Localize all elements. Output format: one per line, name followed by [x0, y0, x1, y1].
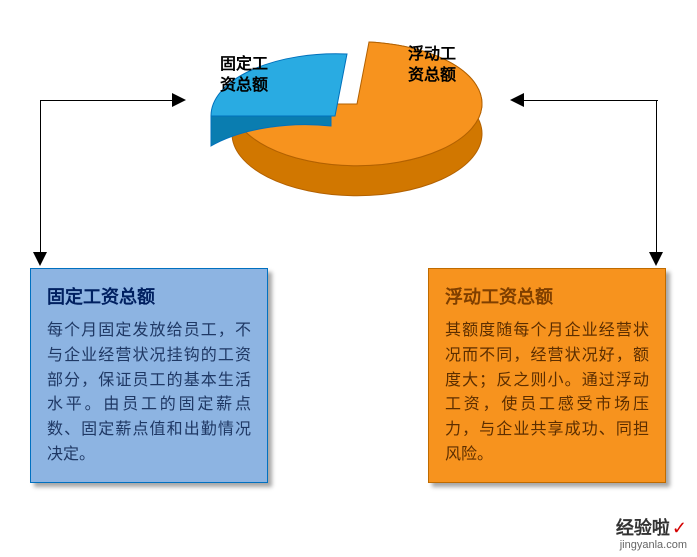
watermark-text: 经验啦 [616, 518, 670, 538]
pie-svg [169, 10, 529, 210]
salary-pie-chart [169, 10, 529, 215]
float-salary-box: 浮动工资总额 其额度随每个月企业经营状况而不同，经营状况好，额度大；反之则小。通… [428, 268, 666, 483]
connector-left-h [40, 100, 178, 101]
fixed-salary-body: 每个月固定发放给员工，不与企业经营状况挂钩的工资部分，保证员工的基本生活水平。由… [47, 319, 251, 468]
float-salary-body: 其额度随每个月企业经营状况而不同，经营状况好，额度大；反之则小。通过浮动工资，使… [445, 319, 649, 468]
connector-right-h [520, 100, 658, 101]
watermark-url: jingyanla.com [616, 539, 687, 551]
arrow-right-to-box [649, 252, 663, 266]
watermark: 经验啦✓ jingyanla.com [616, 519, 687, 551]
pie-label-float: 浮动工 资总额 [408, 45, 456, 87]
check-icon: ✓ [672, 518, 687, 538]
float-salary-title: 浮动工资总额 [445, 283, 649, 309]
fixed-salary-title: 固定工资总额 [47, 283, 251, 309]
connector-left-v [40, 100, 41, 255]
arrow-left-to-box [33, 252, 47, 266]
connector-right-v [656, 100, 657, 255]
arrow-left-to-pie [172, 93, 186, 107]
fixed-salary-box: 固定工资总额 每个月固定发放给员工，不与企业经营状况挂钩的工资部分，保证员工的基… [30, 268, 268, 483]
arrow-right-to-pie [510, 93, 524, 107]
pie-label-fixed: 固定工 资总额 [220, 55, 268, 97]
